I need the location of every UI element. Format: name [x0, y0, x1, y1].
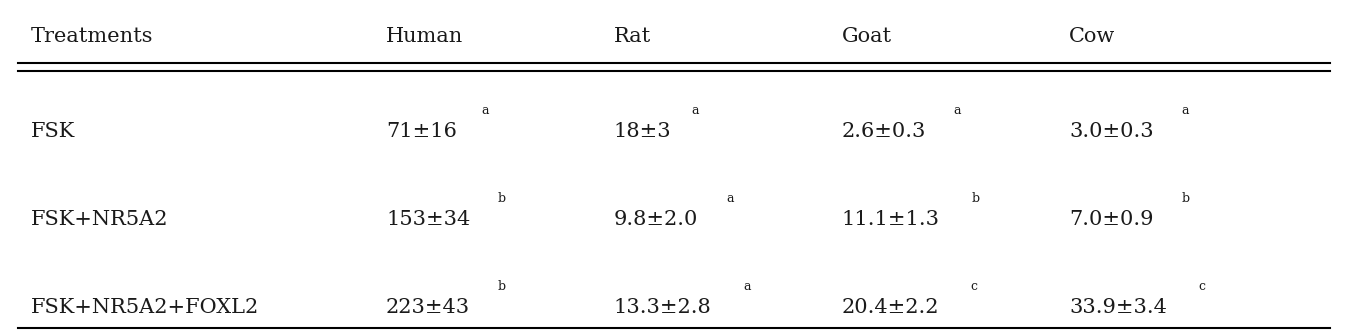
Text: 71±16: 71±16	[386, 122, 457, 141]
Text: c: c	[1198, 280, 1205, 293]
Text: 11.1±1.3: 11.1±1.3	[841, 210, 940, 229]
Text: Rat: Rat	[613, 27, 651, 46]
Text: a: a	[743, 280, 751, 293]
Text: a: a	[481, 104, 488, 117]
Text: 223±43: 223±43	[386, 298, 470, 317]
Text: c: c	[971, 280, 977, 293]
Text: a: a	[1182, 104, 1189, 117]
Text: 33.9±3.4: 33.9±3.4	[1069, 298, 1167, 317]
Text: FSK+NR5A2: FSK+NR5A2	[31, 210, 168, 229]
Text: a: a	[953, 104, 961, 117]
Text: 13.3±2.8: 13.3±2.8	[613, 298, 712, 317]
Text: Goat: Goat	[841, 27, 891, 46]
Text: 3.0±0.3: 3.0±0.3	[1069, 122, 1154, 141]
Text: 7.0±0.9: 7.0±0.9	[1069, 210, 1154, 229]
Text: 20.4±2.2: 20.4±2.2	[841, 298, 940, 317]
Text: b: b	[971, 192, 979, 205]
Text: b: b	[497, 192, 506, 205]
Text: 2.6±0.3: 2.6±0.3	[841, 122, 926, 141]
Text: a: a	[692, 104, 700, 117]
Text: b: b	[497, 280, 506, 293]
Text: 18±3: 18±3	[613, 122, 671, 141]
Text: FSK: FSK	[31, 122, 75, 141]
Text: FSK+NR5A2+FOXL2: FSK+NR5A2+FOXL2	[31, 298, 259, 317]
Text: b: b	[1182, 192, 1190, 205]
Text: Cow: Cow	[1069, 27, 1115, 46]
Text: 9.8±2.0: 9.8±2.0	[613, 210, 698, 229]
Text: a: a	[727, 192, 733, 205]
Text: Treatments: Treatments	[31, 27, 154, 46]
Text: 153±34: 153±34	[386, 210, 470, 229]
Text: Human: Human	[386, 27, 464, 46]
